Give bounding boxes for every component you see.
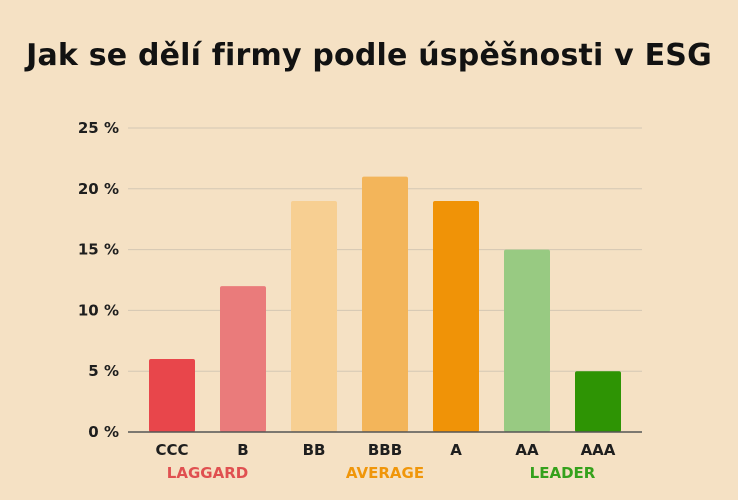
- y-tick-label: 0 %: [88, 423, 119, 441]
- x-tick-label: A: [450, 441, 462, 459]
- bar-a: [433, 200, 479, 432]
- bar-bbb: [362, 176, 408, 432]
- bar-ccc: [149, 359, 195, 432]
- group-label: LEADER: [530, 464, 596, 482]
- bar-b: [220, 286, 266, 432]
- bar-bb: [291, 200, 337, 432]
- x-tick-label: AA: [515, 441, 539, 459]
- y-tick-label: 25 %: [78, 119, 119, 137]
- x-tick-label: AAA: [581, 441, 616, 459]
- y-tick-label: 10 %: [78, 301, 119, 319]
- x-tick-label: B: [237, 441, 248, 459]
- x-tick-label: BBB: [368, 441, 402, 459]
- bar-aa: [504, 249, 550, 432]
- y-tick-label: 20 %: [78, 180, 119, 198]
- x-tick-label: BB: [303, 441, 326, 459]
- y-tick-label: 5 %: [88, 362, 119, 380]
- chart-title: Jak se dělí firmy podle úspěšnosti v ESG: [26, 38, 712, 73]
- y-tick-label: 15 %: [78, 241, 119, 259]
- group-label: LAGGARD: [167, 464, 248, 482]
- group-label: AVERAGE: [346, 464, 424, 482]
- x-tick-label: CCC: [155, 441, 188, 459]
- bar-aaa: [575, 371, 621, 432]
